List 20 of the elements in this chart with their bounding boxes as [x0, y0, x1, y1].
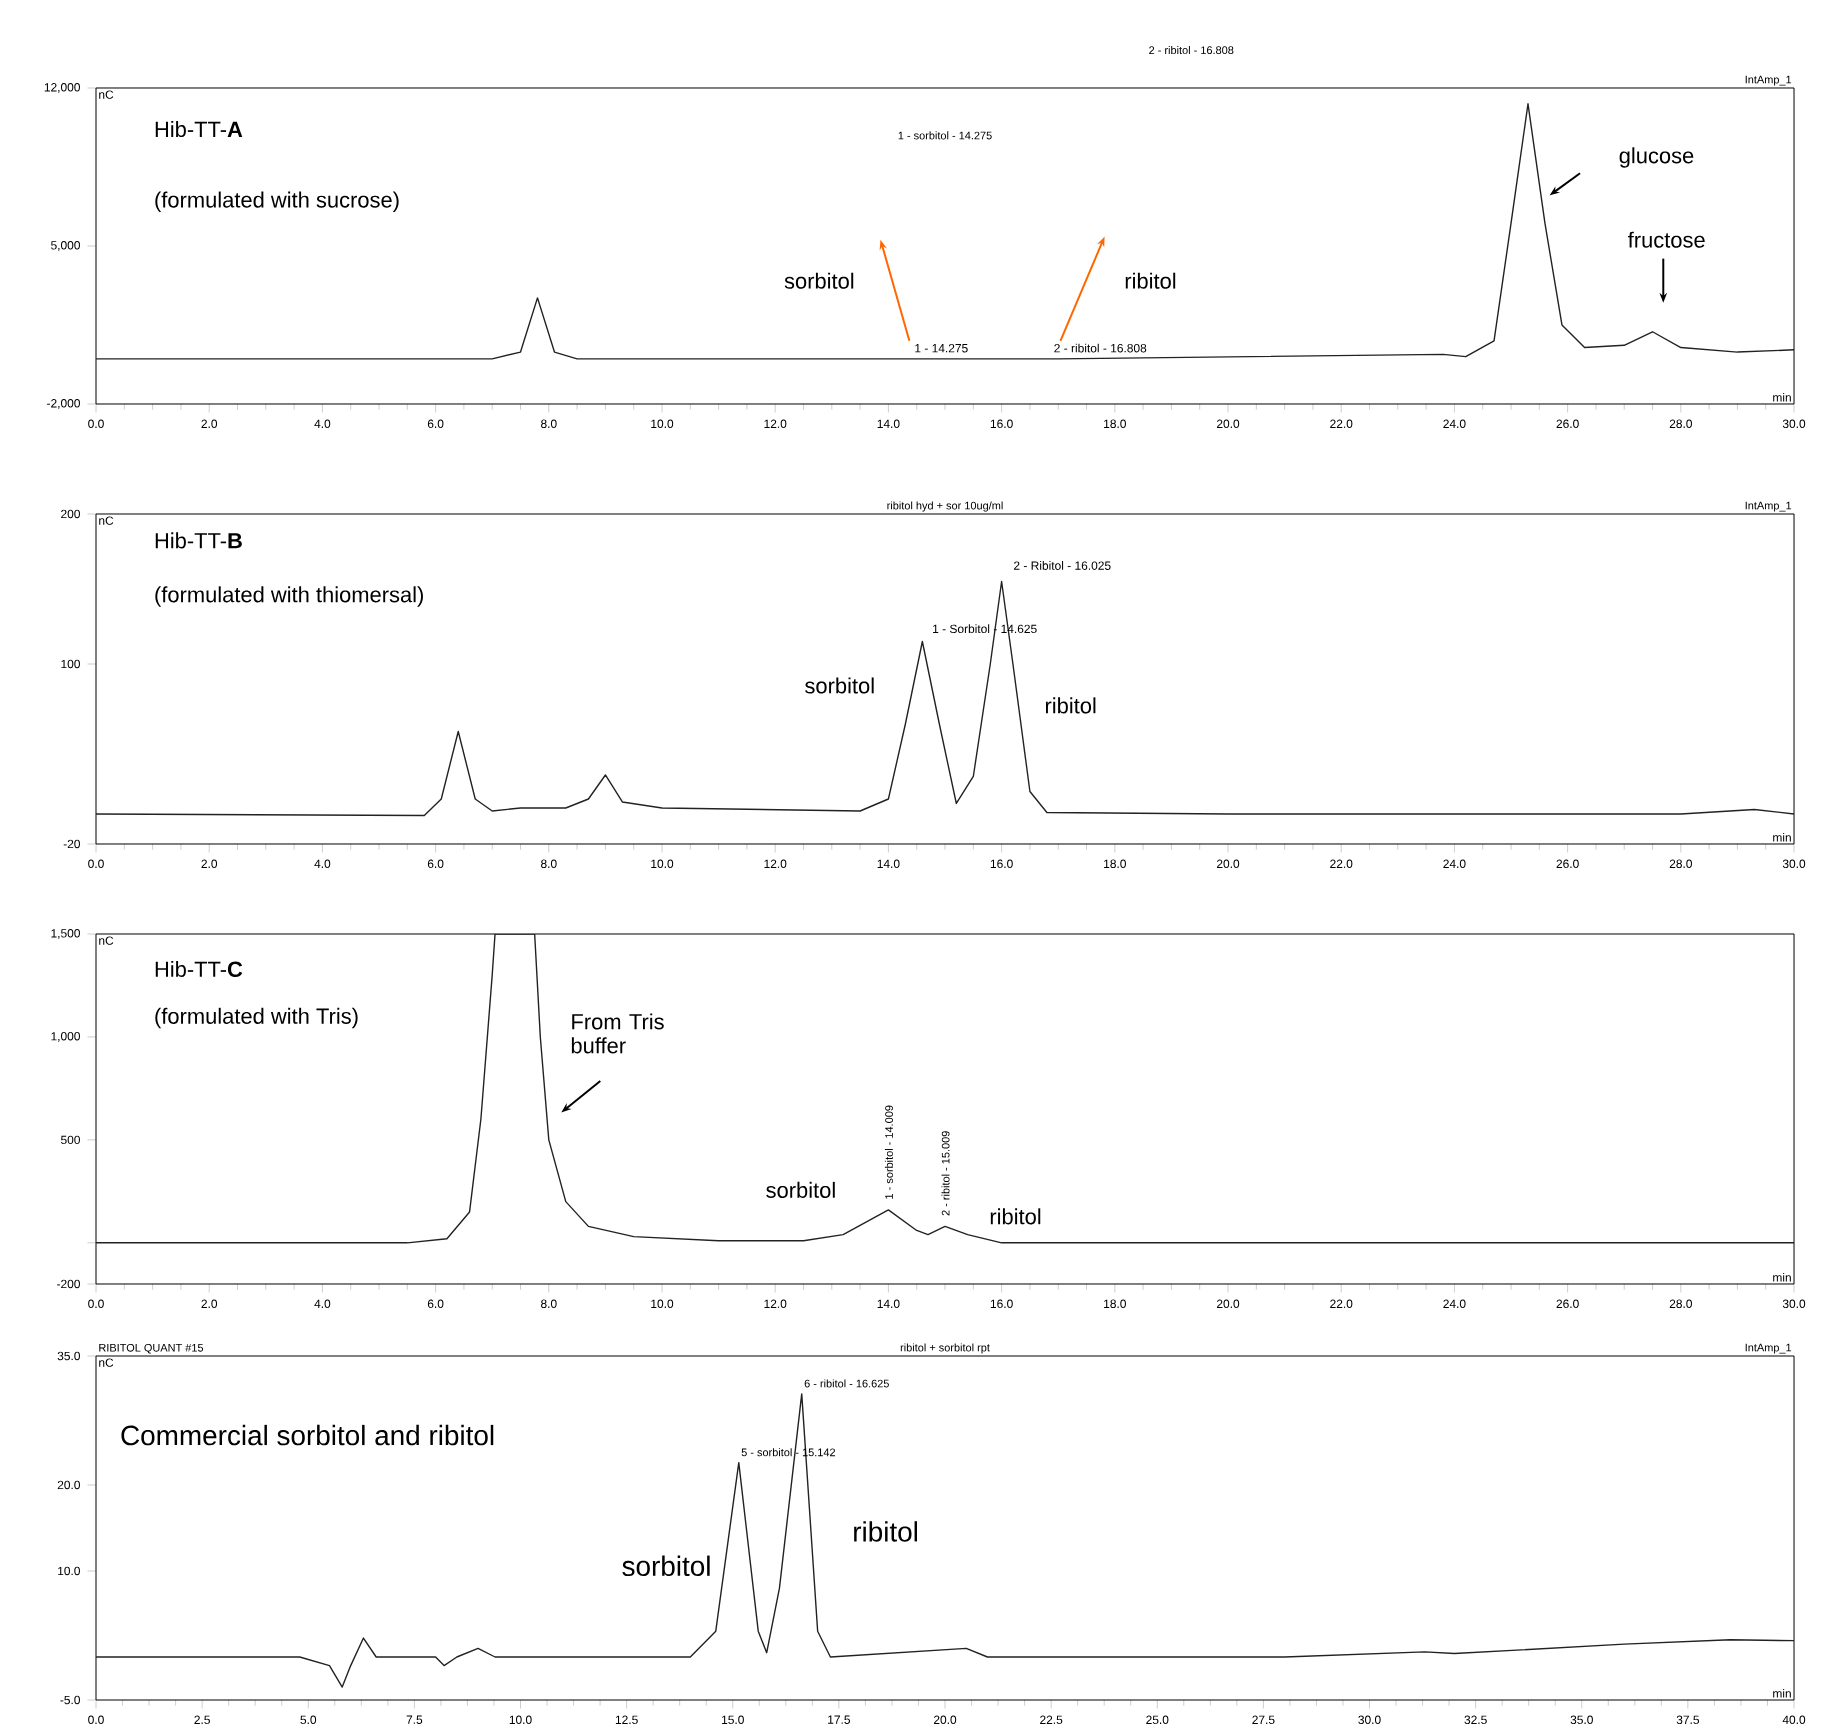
text: Hib-TT-A — [155, 121, 243, 138]
text: (formulated with Tris) — [155, 1007, 358, 1029]
annotation: From Tris buffer — [571, 1013, 664, 1054]
annotation: sorbitol — [622, 1555, 710, 1577]
annotation: ribitol — [1125, 272, 1176, 289]
line-series — [96, 933, 1795, 1244]
annotation: sorbitol — [805, 677, 874, 694]
annotation: fructose — [1628, 231, 1705, 248]
text: Commercial sorbitol and ribitol — [121, 1424, 494, 1446]
annotation: ribitol — [1045, 697, 1096, 714]
line-series — [96, 580, 1795, 817]
annotation: sorbitol — [766, 1181, 835, 1198]
annotation: glucose — [1619, 147, 1694, 168]
annotation: ribitol — [854, 1521, 918, 1542]
annotation: sorbitol — [784, 272, 854, 289]
annotation: ribitol — [990, 1208, 1041, 1225]
text: Hib-TT-B — [155, 532, 242, 549]
text: (formulated with sucrose) — [155, 191, 399, 212]
text: Hib-TT-C — [155, 960, 243, 978]
text: (formulated with thiomersal) — [155, 586, 423, 607]
